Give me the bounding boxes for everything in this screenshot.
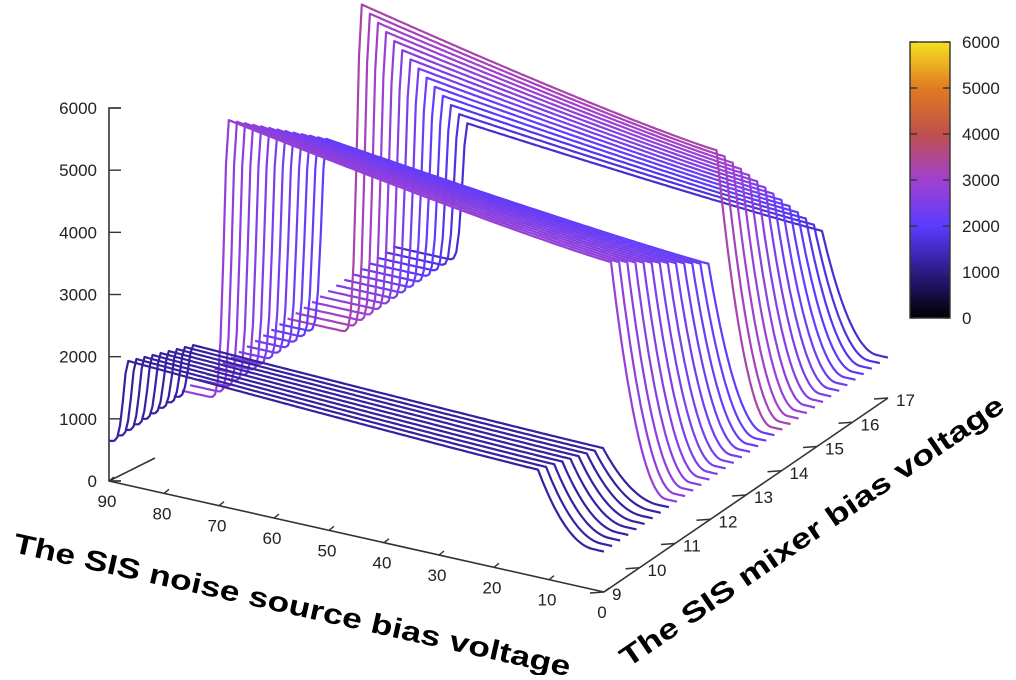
trace-line — [271, 136, 767, 442]
trace-line — [198, 122, 694, 492]
trace-line — [157, 347, 653, 520]
x-tick-label: 60 — [263, 529, 282, 548]
trace-line — [108, 359, 605, 553]
x-tick-label: 0 — [597, 603, 606, 622]
z-tick-label: 6000 — [59, 99, 97, 118]
trace-line — [189, 120, 686, 498]
y-tick-label: 17 — [896, 391, 915, 410]
y-tick-mark — [873, 397, 889, 400]
colorbar-tick-label: 1000 — [962, 263, 1000, 282]
x-tick-mark — [218, 501, 225, 507]
y-tick-mark — [660, 542, 676, 546]
trace-line — [368, 94, 864, 376]
x-tick-mark — [603, 587, 610, 593]
colorbar-tick-label: 3000 — [962, 171, 1000, 190]
trace-line — [133, 353, 629, 537]
trace-line — [149, 349, 645, 525]
trace-line — [344, 67, 840, 392]
y-tick-mark — [838, 421, 853, 424]
x-tick-label: 80 — [153, 504, 172, 523]
y-tick-label: 10 — [648, 561, 667, 580]
trace-layer — [108, 3, 889, 553]
trace-line — [230, 128, 726, 470]
z-tick-label: 2000 — [59, 348, 97, 367]
x-tick-label: 70 — [208, 517, 227, 536]
trace-line — [262, 134, 759, 448]
x-tick-label: 50 — [318, 541, 337, 560]
trace-line — [125, 355, 621, 542]
base-left-edge — [108, 457, 156, 482]
trace-line — [181, 118, 678, 503]
trace-line — [335, 58, 832, 398]
x-tick-label: 30 — [428, 566, 447, 585]
trace-line — [360, 85, 856, 381]
trace-line — [173, 344, 670, 509]
trace-line — [254, 133, 751, 453]
y-tick-label: 12 — [719, 512, 738, 531]
colorbar-tick-label: 4000 — [962, 125, 1000, 144]
x-tick-mark — [108, 476, 115, 482]
y-tick-label: 14 — [790, 464, 809, 483]
z-tick-label: 1000 — [59, 410, 97, 429]
trace-line — [222, 126, 718, 476]
x-tick-mark — [273, 513, 280, 519]
y-tick-mark — [802, 445, 818, 449]
trace-line — [327, 49, 824, 403]
y-tick-mark — [625, 567, 640, 570]
trace-line — [295, 12, 791, 426]
axes-layer — [108, 107, 889, 594]
trace-line — [392, 122, 889, 359]
label-layer: 0100020003000400050006000908070605040302… — [59, 99, 915, 622]
x-axis-title: The SIS noise source bias voltage — [11, 528, 574, 675]
y-tick-mark — [589, 591, 605, 594]
z-tick-label: 4000 — [59, 223, 97, 242]
x-tick-mark — [438, 550, 445, 556]
trace-line — [384, 113, 881, 365]
x-tick-mark — [493, 562, 500, 568]
colorbar: 0 1000 2000 3000 4000 5000 6000 — [909, 33, 1000, 328]
y-tick-label: 16 — [861, 415, 880, 434]
y-tick-label: 13 — [754, 488, 773, 507]
x-tick-mark — [328, 525, 335, 531]
x-axis-line — [108, 480, 605, 593]
y-tick-label: 15 — [825, 440, 844, 459]
x-tick-mark — [383, 538, 390, 544]
z-tick-label: 3000 — [59, 286, 97, 305]
x-tick-label: 20 — [483, 578, 502, 597]
trace-line — [287, 3, 783, 431]
z-tick-label: 0 — [88, 472, 97, 491]
trace-line — [165, 345, 662, 514]
x-tick-label: 10 — [538, 591, 557, 610]
x-tick-mark — [548, 575, 555, 581]
y-tick-mark — [696, 518, 711, 521]
x-tick-label: 90 — [98, 492, 117, 511]
trace-line — [279, 137, 775, 437]
trace-line — [238, 129, 735, 464]
x-tick-mark — [163, 488, 170, 494]
colorbar-tick-label: 5000 — [962, 79, 1000, 98]
y-tick-label: 9 — [612, 585, 621, 604]
trace-line — [206, 123, 702, 487]
y-tick-label: 11 — [683, 537, 701, 556]
x-tick-label: 40 — [373, 554, 392, 573]
y-tick-mark — [731, 494, 747, 497]
y-tick-mark — [767, 470, 782, 473]
trace-line — [214, 125, 710, 481]
trace-line — [141, 351, 637, 531]
trace-line — [376, 103, 873, 370]
colorbar-tick-label: 0 — [962, 309, 971, 328]
trace-line — [116, 357, 613, 548]
trace-line — [352, 76, 848, 387]
colorbar-tick-label: 2000 — [962, 217, 1000, 236]
colorbar-tick-label: 6000 — [962, 33, 1000, 52]
trace-line — [246, 131, 743, 459]
z-tick-label: 5000 — [59, 161, 97, 180]
